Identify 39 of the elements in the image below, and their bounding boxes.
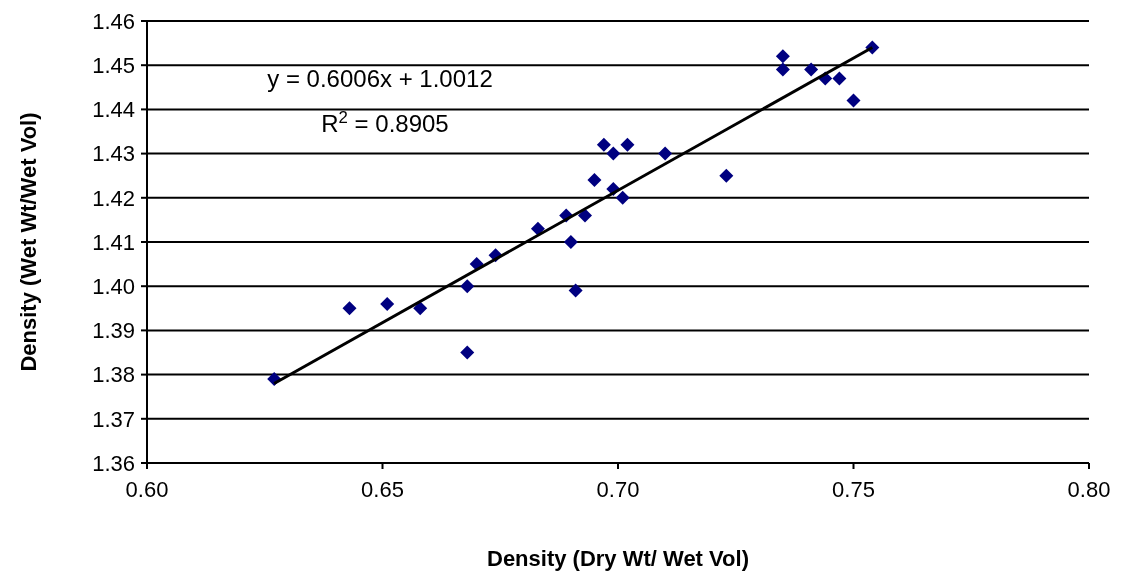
y-tick-label: 1.39 xyxy=(92,318,135,344)
y-tick-label: 1.38 xyxy=(92,362,135,388)
point xyxy=(380,296,395,311)
point xyxy=(587,173,602,188)
point xyxy=(460,345,475,360)
annotation: R$^{2}$ = 0.8905 xyxy=(321,107,449,137)
x-axis-title: Density (Dry Wt/ Wet Vol) xyxy=(487,546,749,571)
y-tick-label: 1.42 xyxy=(92,185,135,211)
point xyxy=(606,146,621,161)
point xyxy=(832,71,847,86)
point xyxy=(658,146,673,161)
y-tick-label: 1.45 xyxy=(92,52,135,78)
point xyxy=(775,49,790,64)
point xyxy=(719,168,734,183)
x-tick-label: 0.75 xyxy=(832,477,875,502)
x-tick-label: 0.80 xyxy=(1067,477,1111,502)
y-tick-label: 1.36 xyxy=(92,450,135,476)
y-axis-title: Density (Wet Wt/Wet Vol) xyxy=(16,112,41,372)
point xyxy=(615,190,630,205)
point xyxy=(530,221,545,236)
point xyxy=(804,62,819,77)
y-tick-label: 1.44 xyxy=(92,97,135,123)
x-tick-label: 0.70 xyxy=(596,477,640,502)
point xyxy=(846,93,861,108)
point xyxy=(568,283,583,298)
point xyxy=(563,235,578,249)
annotation: y = 0.6006x + 1.0012 xyxy=(267,65,493,92)
y-tick-label: 1.40 xyxy=(92,273,135,299)
point xyxy=(596,137,611,152)
point xyxy=(342,301,357,316)
y-tick-label: 1.46 xyxy=(92,8,135,34)
y-tick-label: 1.37 xyxy=(92,406,135,432)
point xyxy=(775,62,790,77)
y-tick-label: 1.43 xyxy=(92,141,135,167)
x-tick-label: 0.65 xyxy=(361,477,404,502)
x-tick-label: 0.60 xyxy=(125,477,169,502)
y-tick-label: 1.41 xyxy=(92,229,135,255)
point xyxy=(620,137,635,152)
point xyxy=(460,279,475,294)
